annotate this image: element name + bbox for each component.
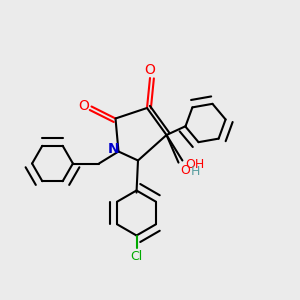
Text: O: O [145,64,155,77]
Text: H: H [191,165,200,178]
Text: Cl: Cl [130,250,142,263]
Text: OH: OH [185,158,205,171]
Text: N: N [107,142,119,156]
Text: O: O [180,164,190,177]
Text: O: O [79,100,89,113]
